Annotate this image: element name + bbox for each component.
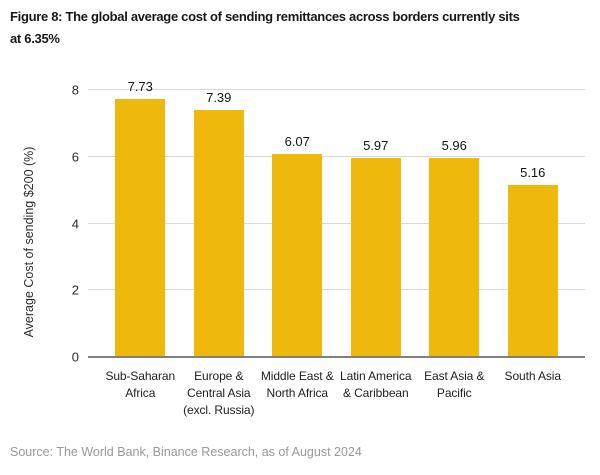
x-label-1: Europe & Central Asia (excl. Russia) <box>183 369 255 417</box>
bar-5 <box>507 184 558 357</box>
bar-value-label: 7.73 <box>127 79 153 95</box>
y-tick-8: 8 <box>71 82 79 98</box>
figure-title: Figure 8: The global average cost of sen… <box>10 6 520 50</box>
bar-value-label: 5.96 <box>441 138 467 154</box>
gridline-2 <box>88 289 585 291</box>
bar-3 <box>350 157 401 357</box>
source-note: Source: The World Bank, Binance Research… <box>10 445 362 459</box>
gridline-6 <box>88 155 585 157</box>
bar-value-label: 5.97 <box>363 137 389 153</box>
bar-column: 5.97 <box>337 90 416 357</box>
bar-4 <box>429 158 480 357</box>
bar-value-label: 5.16 <box>520 164 546 180</box>
x-label-2: Middle East & North Africa <box>260 369 334 400</box>
y-tick-2: 2 <box>71 282 79 298</box>
x-axis-labels: Sub-Saharan Africa Europe & Central Asia (ex… <box>88 368 585 419</box>
gridline-4 <box>88 222 585 224</box>
bar-column: 7.39 <box>180 90 259 357</box>
bar-value-label: 6.07 <box>284 134 310 150</box>
x-label-3: Latin America & Caribbean <box>340 369 412 400</box>
bar-0 <box>115 99 166 357</box>
y-tick-6: 6 <box>71 149 79 165</box>
bar-column: 5.16 <box>494 90 573 357</box>
figure-title-line2: at 6.35% <box>10 31 60 46</box>
figure-title-line1: Figure 8: The global average cost of sen… <box>10 9 520 24</box>
x-label-0: Sub-Saharan Africa <box>105 369 176 400</box>
gridline-8 <box>88 89 585 90</box>
x-axis-line <box>88 356 585 358</box>
y-axis-title: Average Cost of sending $200 (%) <box>22 146 36 338</box>
bar-column: 5.96 <box>415 90 494 357</box>
bar-1 <box>193 110 244 357</box>
bar-series: 7.73 7.39 6.07 5.97 5.96 5.16 <box>88 79 585 357</box>
x-label-5: South Asia <box>504 369 561 383</box>
bar-2 <box>272 154 323 357</box>
bar-column: 7.73 <box>101 79 180 357</box>
bar-column: 6.07 <box>258 90 337 357</box>
bar-value-label: 7.39 <box>206 90 232 106</box>
plot-area: 0 2 4 6 8 7.73 7.39 6.07 5.97 5.96 5.16 <box>72 79 585 365</box>
y-tick-4: 4 <box>71 216 79 231</box>
y-tick-0: 0 <box>71 349 79 365</box>
x-label-4: East Asia & Pacific <box>424 369 485 400</box>
